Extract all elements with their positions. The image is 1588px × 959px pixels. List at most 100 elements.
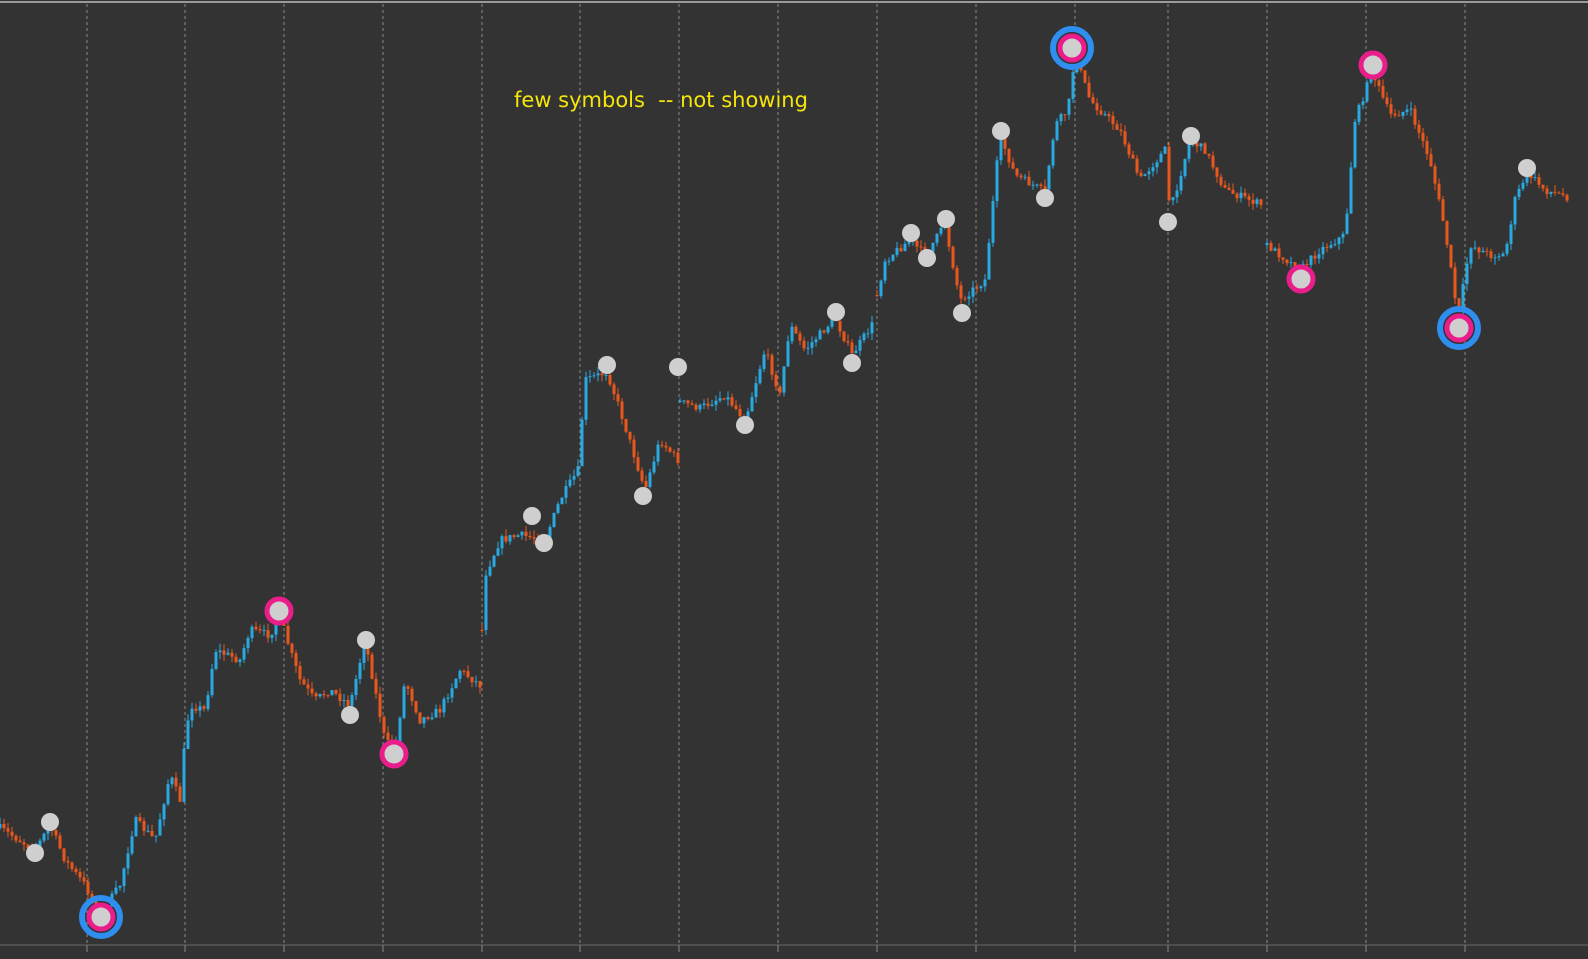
- candle-body: [588, 376, 592, 378]
- candle-body: [668, 447, 672, 452]
- candle-body: [516, 535, 520, 537]
- candle-body: [1325, 246, 1329, 248]
- candle-body: [1219, 176, 1223, 185]
- candle-body: [182, 748, 186, 802]
- candle-body: [306, 684, 310, 689]
- candle-body: [1119, 129, 1123, 132]
- candle-body: [1521, 182, 1525, 189]
- candle-body: [524, 531, 528, 536]
- candle-body: [951, 246, 955, 268]
- candle-body: [1377, 80, 1381, 86]
- candle-body: [1285, 259, 1289, 264]
- pivot-ring: [1286, 264, 1316, 294]
- candle-body: [1003, 133, 1007, 149]
- pivot-ring: [379, 739, 409, 769]
- swing-dot: [1159, 213, 1177, 231]
- candle-body: [1207, 153, 1211, 156]
- candle-body: [346, 699, 350, 706]
- candles: [0, 61, 1569, 919]
- candle-body: [1349, 167, 1353, 214]
- candle-body: [1063, 114, 1067, 116]
- candle-body: [326, 695, 330, 697]
- candle-body: [222, 650, 226, 655]
- candle-body: [1167, 146, 1171, 201]
- candle-body: [1151, 167, 1155, 172]
- candle-body: [822, 330, 826, 333]
- candle-body: [434, 708, 438, 718]
- candle-body: [462, 670, 466, 672]
- candle-body: [1083, 70, 1087, 83]
- candle-body: [1135, 158, 1139, 173]
- candle-body: [935, 233, 939, 243]
- candle-body: [1187, 143, 1191, 159]
- candle-body: [766, 354, 770, 356]
- candle-body: [1541, 184, 1545, 189]
- candle-body: [466, 671, 470, 678]
- candle-body: [500, 536, 504, 549]
- candle-body: [474, 681, 478, 683]
- candle-body: [1445, 220, 1449, 245]
- candle-body: [955, 267, 959, 286]
- candle-body: [1143, 174, 1147, 177]
- candle-body: [778, 386, 782, 393]
- candle-body: [488, 566, 492, 576]
- candle-body: [726, 397, 730, 400]
- candle-body: [1549, 191, 1553, 194]
- pivot-ring: [86, 902, 116, 932]
- candle-body: [891, 254, 895, 261]
- candle-body: [1373, 78, 1377, 81]
- candle-body: [1517, 188, 1521, 198]
- candle-body: [1031, 184, 1035, 186]
- candle-body: [1453, 267, 1457, 299]
- candle-body: [334, 690, 338, 694]
- candle-body: [656, 444, 660, 462]
- major-ring: [1050, 26, 1094, 70]
- candle-body: [931, 242, 935, 252]
- candle-body: [1215, 167, 1219, 177]
- pivot-ring: [264, 596, 294, 626]
- candle-body: [454, 678, 458, 689]
- candle-body: [706, 403, 710, 406]
- candle-body: [866, 333, 870, 335]
- candle-body: [568, 479, 572, 487]
- candle-body: [1433, 166, 1437, 184]
- candle-body: [975, 287, 979, 289]
- candle-body: [422, 717, 426, 724]
- candle-body: [1039, 184, 1043, 187]
- candle-body: [166, 784, 170, 805]
- candle-body: [370, 654, 374, 679]
- candle-body: [1179, 175, 1183, 191]
- swing-dot: [535, 534, 553, 552]
- candle-body: [504, 536, 508, 542]
- candle-body: [342, 699, 346, 701]
- candle-body: [382, 716, 386, 733]
- candle-body: [1289, 262, 1293, 264]
- candle-body: [1087, 82, 1091, 98]
- candle-body: [210, 668, 214, 696]
- candle-body: [632, 439, 636, 458]
- candle-body: [402, 686, 406, 718]
- candle-body: [218, 650, 222, 653]
- candle-body: [118, 886, 122, 888]
- candle-body: [1509, 224, 1513, 244]
- candle-body: [1203, 143, 1207, 154]
- candle-body: [1007, 148, 1011, 163]
- candle-body: [190, 708, 194, 721]
- candle-body: [310, 688, 314, 694]
- annotation: few symbols -- not showing: [514, 88, 808, 112]
- swing-dot: [598, 356, 616, 374]
- candle-body: [883, 261, 887, 281]
- candle-body: [1231, 189, 1235, 194]
- candle-body: [1309, 255, 1313, 265]
- candle-body: [624, 418, 628, 432]
- candle-body: [995, 160, 999, 202]
- candle-body: [895, 247, 899, 255]
- candle-body: [1227, 187, 1231, 190]
- candle-body: [1497, 256, 1501, 258]
- candle-body: [1537, 177, 1541, 185]
- candle-body: [290, 643, 294, 654]
- candle-body: [74, 868, 78, 873]
- candle-body: [478, 681, 482, 688]
- candle-body: [70, 862, 74, 869]
- candle-body: [270, 634, 274, 638]
